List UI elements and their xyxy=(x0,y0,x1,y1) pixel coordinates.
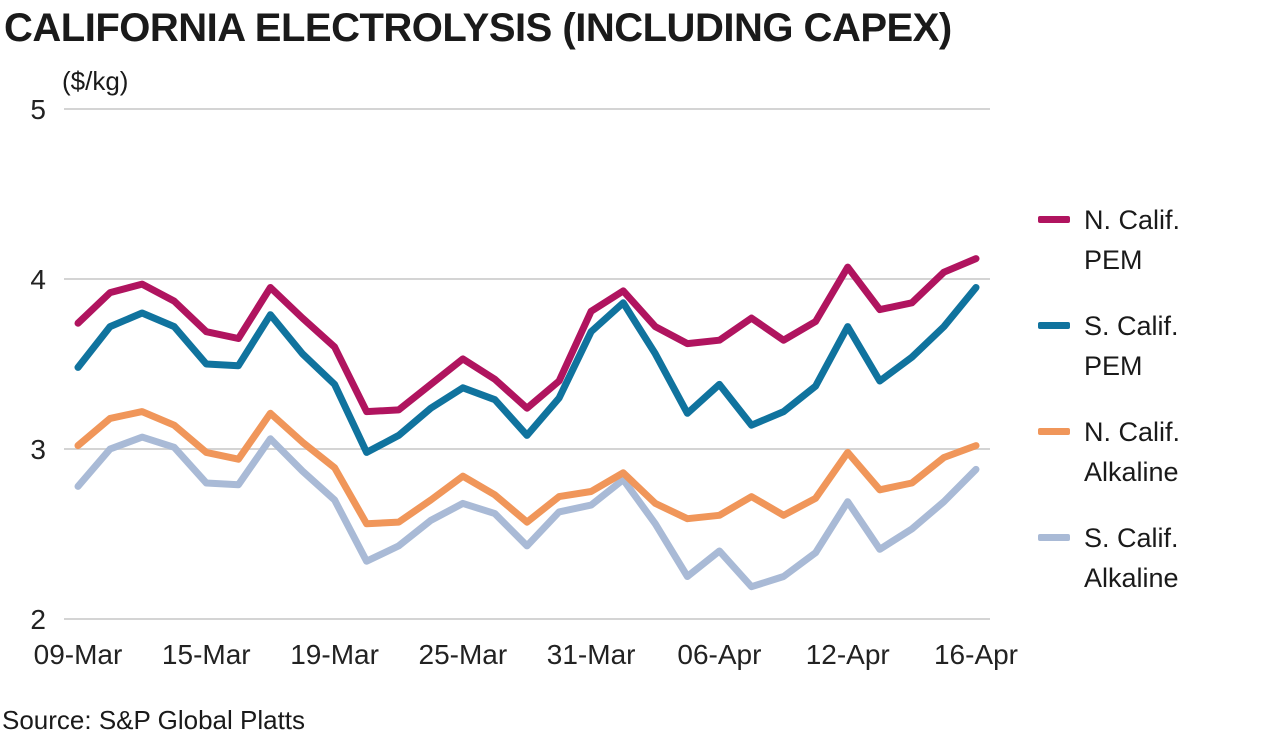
legend-swatch xyxy=(1038,428,1070,435)
legend-label: S. Calif. PEM xyxy=(1084,306,1274,386)
chart-title: CALIFORNIA ELECTROLYSIS (INCLUDING CAPEX… xyxy=(4,6,952,50)
legend-label-line: PEM xyxy=(1084,351,1143,381)
y-tick-label: 2 xyxy=(30,604,46,635)
x-tick-label: 15-Mar xyxy=(162,639,251,670)
legend-item: N. Calif. Alkaline xyxy=(1038,412,1278,492)
x-tick-label: 16-Apr xyxy=(934,639,1018,670)
legend-item: N. Calif. PEM xyxy=(1038,200,1278,280)
legend-item: S. Calif. Alkaline xyxy=(1038,518,1278,598)
legend-label-line: S. Calif. xyxy=(1084,311,1179,341)
series-line-n-calif-pem xyxy=(74,255,980,416)
legend-label: N. Calif. Alkaline xyxy=(1084,412,1274,492)
series-lines xyxy=(74,255,980,591)
grid-lines xyxy=(64,108,990,620)
legend-swatch xyxy=(1038,322,1070,329)
legend-label-line: Alkaline xyxy=(1084,563,1179,593)
x-tick-label: 19-Mar xyxy=(290,639,379,670)
series-line-n-calif-alkaline xyxy=(74,408,980,528)
legend-swatch xyxy=(1038,534,1070,541)
y-axis-unit-label: ($/kg) xyxy=(62,66,129,96)
y-tick-label: 4 xyxy=(30,264,46,295)
series-line-s-calif-alkaline xyxy=(74,433,980,591)
x-tick-label: 31-Mar xyxy=(547,639,636,670)
x-tick-label: 09-Mar xyxy=(34,639,123,670)
legend-label: S. Calif. Alkaline xyxy=(1084,518,1274,598)
y-tick-labels: 2 3 4 5 xyxy=(30,94,46,635)
y-tick-label: 5 xyxy=(30,94,46,125)
x-tick-label: 06-Apr xyxy=(677,639,761,670)
legend-label: N. Calif. PEM xyxy=(1084,200,1274,280)
legend-item: S. Calif. PEM xyxy=(1038,306,1278,386)
x-tick-label: 12-Apr xyxy=(806,639,890,670)
line-chart: 2 3 4 5 09-Mar 15-Mar 19-Mar 25-Mar 31-Mar 06-Ap… xyxy=(30,94,1018,670)
legend-label-line: N. Calif. xyxy=(1084,205,1181,235)
legend-label-line: N. Calif. xyxy=(1084,417,1181,447)
source-note: Source: S&P Global Platts xyxy=(2,705,306,735)
legend-label-line: PEM xyxy=(1084,245,1143,275)
legend-label-line: S. Calif. xyxy=(1084,523,1179,553)
y-tick-label: 3 xyxy=(30,434,46,465)
series-line-s-calif-pem xyxy=(74,284,980,456)
legend-swatch xyxy=(1038,216,1070,223)
x-tick-labels: 09-Mar 15-Mar 19-Mar 25-Mar 31-Mar 06-Apr 12-A… xyxy=(34,639,1018,670)
x-tick-label: 25-Mar xyxy=(419,639,508,670)
legend-label-line: Alkaline xyxy=(1084,457,1179,487)
